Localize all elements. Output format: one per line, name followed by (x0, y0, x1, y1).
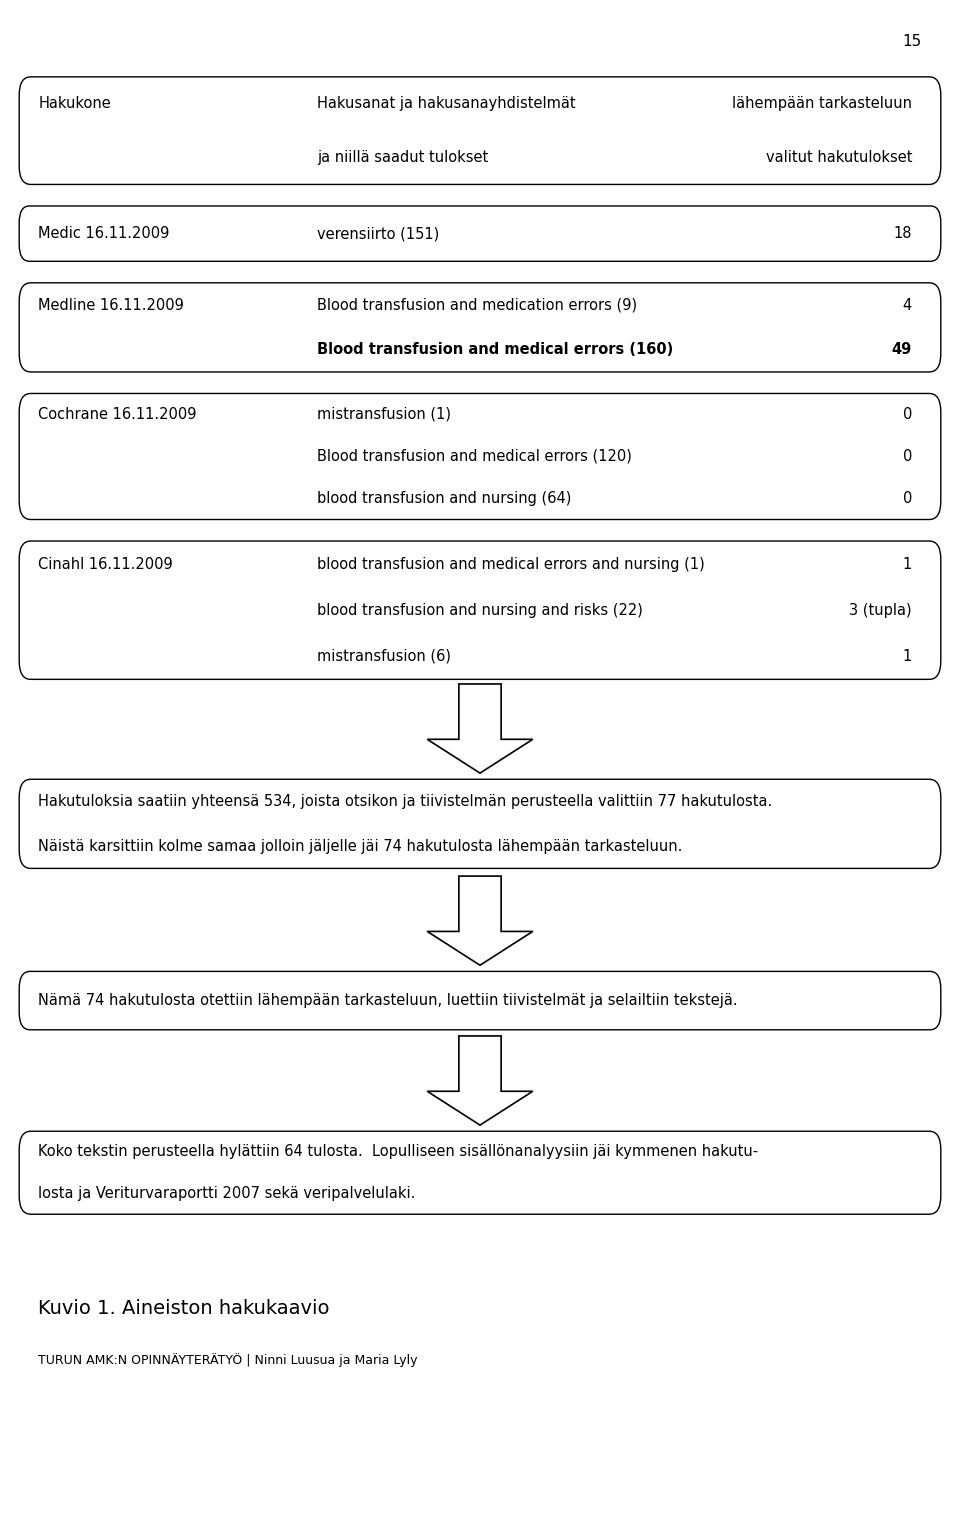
Text: Näistä karsittiin kolme samaa jolloin jäljelle jäi 74 hakutulosta lähempään tark: Näistä karsittiin kolme samaa jolloin jä… (38, 839, 683, 853)
FancyBboxPatch shape (19, 206, 941, 261)
Text: Hakutuloksia saatiin yhteensä 534, joista otsikon ja tiivistelmän perusteella va: Hakutuloksia saatiin yhteensä 534, joist… (38, 795, 773, 808)
Text: Cochrane 16.11.2009: Cochrane 16.11.2009 (38, 407, 197, 423)
Text: losta ja Veriturvaraportti 2007 sekä veripalvelulaki.: losta ja Veriturvaraportti 2007 sekä ver… (38, 1187, 416, 1200)
Text: lähempään tarkasteluun: lähempään tarkasteluun (732, 97, 912, 111)
Text: blood transfusion and nursing (64): blood transfusion and nursing (64) (317, 490, 571, 506)
Text: 18: 18 (894, 226, 912, 241)
Text: verensiirto (151): verensiirto (151) (317, 226, 439, 241)
Text: Hakusanat ja hakusanayhdistelmät: Hakusanat ja hakusanayhdistelmät (317, 97, 575, 111)
FancyBboxPatch shape (19, 77, 941, 184)
Text: Hakukone: Hakukone (38, 97, 111, 111)
Text: Koko tekstin perusteella hylättiin 64 tulosta.  Lopulliseen sisällönanalyysiin j: Koko tekstin perusteella hylättiin 64 tu… (38, 1145, 758, 1159)
Text: Medic 16.11.2009: Medic 16.11.2009 (38, 226, 170, 241)
FancyBboxPatch shape (19, 393, 941, 520)
Text: mistransfusion (6): mistransfusion (6) (317, 649, 451, 664)
Text: blood transfusion and nursing and risks (22): blood transfusion and nursing and risks … (317, 603, 642, 618)
Text: Cinahl 16.11.2009: Cinahl 16.11.2009 (38, 556, 173, 572)
Polygon shape (427, 1036, 533, 1125)
Text: 1: 1 (902, 649, 912, 664)
Text: Kuvio 1. Aineiston hakukaavio: Kuvio 1. Aineiston hakukaavio (38, 1299, 330, 1317)
Text: Blood transfusion and medical errors (160): Blood transfusion and medical errors (16… (317, 343, 673, 357)
Text: 15: 15 (902, 34, 922, 49)
FancyBboxPatch shape (19, 1131, 941, 1214)
Text: ja niillä saadut tulokset: ja niillä saadut tulokset (317, 151, 488, 164)
Text: blood transfusion and medical errors and nursing (1): blood transfusion and medical errors and… (317, 556, 705, 572)
Text: Medline 16.11.2009: Medline 16.11.2009 (38, 298, 184, 312)
FancyBboxPatch shape (19, 283, 941, 372)
FancyBboxPatch shape (19, 779, 941, 868)
Polygon shape (427, 876, 533, 965)
Polygon shape (427, 684, 533, 773)
Text: Blood transfusion and medical errors (120): Blood transfusion and medical errors (12… (317, 449, 632, 464)
Text: 3 (tupla): 3 (tupla) (850, 603, 912, 618)
Text: mistransfusion (1): mistransfusion (1) (317, 407, 451, 423)
Text: 1: 1 (902, 556, 912, 572)
FancyBboxPatch shape (19, 541, 941, 679)
Text: 0: 0 (902, 490, 912, 506)
Text: 0: 0 (902, 407, 912, 423)
Text: Blood transfusion and medication errors (9): Blood transfusion and medication errors … (317, 298, 636, 312)
Text: 0: 0 (902, 449, 912, 464)
Text: valitut hakutulokset: valitut hakutulokset (765, 151, 912, 164)
Text: 4: 4 (902, 298, 912, 312)
Text: Nämä 74 hakutulosta otettiin lähempään tarkasteluun, luettiin tiivistelmät ja se: Nämä 74 hakutulosta otettiin lähempään t… (38, 993, 738, 1008)
Text: 49: 49 (892, 343, 912, 357)
FancyBboxPatch shape (19, 971, 941, 1030)
Text: TURUN AMK:N OPINNÄYTERÄTYÖ | Ninni Luusua ja Maria Lyly: TURUN AMK:N OPINNÄYTERÄTYÖ | Ninni Luusu… (38, 1353, 418, 1366)
